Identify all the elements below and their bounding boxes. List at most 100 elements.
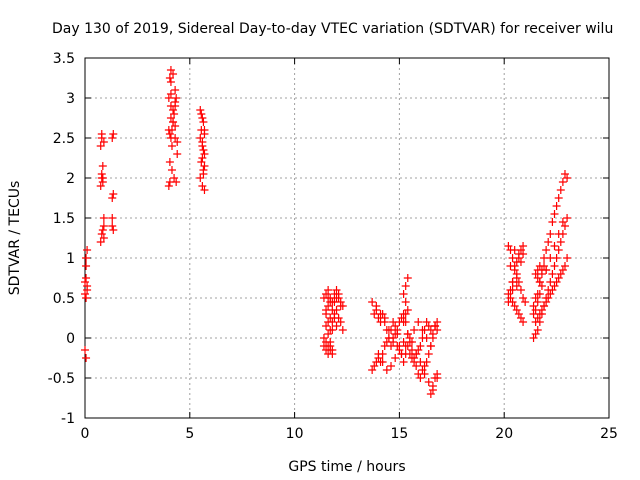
data-point bbox=[416, 374, 425, 382]
data-point bbox=[200, 130, 209, 138]
data-point bbox=[109, 190, 118, 198]
data-point bbox=[403, 330, 412, 338]
data-point bbox=[533, 274, 542, 282]
data-point bbox=[173, 150, 182, 158]
data-point bbox=[510, 266, 519, 274]
data-point bbox=[166, 114, 175, 122]
data-point bbox=[540, 302, 549, 310]
data-point bbox=[506, 262, 515, 270]
data-point bbox=[397, 314, 406, 322]
data-point bbox=[98, 174, 107, 182]
data-point bbox=[376, 310, 385, 318]
data-point bbox=[542, 266, 551, 274]
data-point bbox=[199, 118, 208, 126]
data-point bbox=[326, 342, 335, 350]
data-point bbox=[414, 318, 423, 326]
y-tick-label: 1.5 bbox=[53, 211, 75, 227]
data-point bbox=[401, 298, 410, 306]
plot-frame bbox=[84, 57, 610, 419]
data-point bbox=[166, 90, 175, 98]
data-point bbox=[328, 346, 337, 354]
data-point bbox=[370, 362, 379, 370]
data-point bbox=[516, 258, 525, 266]
data-point bbox=[418, 326, 427, 334]
data-point bbox=[546, 230, 555, 238]
data-point bbox=[552, 278, 561, 286]
data-point bbox=[332, 294, 341, 302]
data-point bbox=[165, 158, 174, 166]
data-point bbox=[164, 182, 173, 190]
data-point bbox=[81, 278, 89, 286]
data-point bbox=[378, 358, 387, 366]
data-point bbox=[407, 346, 416, 354]
data-point bbox=[83, 286, 92, 294]
data-point bbox=[544, 238, 553, 246]
data-point bbox=[542, 246, 551, 254]
axis-ticks: 0 5 10 15 20 25 -1 -0.5 0 0.5 1 1.5 2 2.5 3 3.5 bbox=[48, 51, 618, 442]
data-point bbox=[82, 274, 91, 282]
data-point bbox=[422, 318, 431, 326]
data-point bbox=[387, 362, 396, 370]
data-point bbox=[504, 290, 513, 298]
y-tick-label: 2 bbox=[66, 171, 75, 187]
data-point bbox=[108, 134, 117, 142]
data-point bbox=[418, 366, 427, 374]
x-axis-label: GPS time / hours bbox=[288, 459, 405, 475]
data-point bbox=[546, 254, 555, 262]
data-point bbox=[431, 374, 440, 382]
data-point bbox=[563, 174, 572, 182]
data-point bbox=[420, 362, 429, 370]
data-point bbox=[550, 262, 559, 270]
data-point bbox=[399, 358, 408, 366]
data-point bbox=[533, 314, 542, 322]
data-point bbox=[380, 318, 389, 326]
data-point bbox=[544, 294, 553, 302]
data-point bbox=[389, 334, 398, 342]
data-point bbox=[200, 150, 209, 158]
data-point bbox=[395, 346, 404, 354]
data-point bbox=[322, 306, 331, 314]
data-point bbox=[166, 102, 175, 110]
data-point bbox=[198, 114, 207, 122]
data-point bbox=[554, 246, 563, 254]
data-point bbox=[328, 318, 337, 326]
data-point bbox=[416, 342, 425, 350]
data-point bbox=[200, 186, 209, 194]
data-point bbox=[171, 122, 180, 130]
data-point bbox=[416, 358, 425, 366]
y-axis-label: SDTVAR / TECUs bbox=[7, 181, 23, 296]
data-point bbox=[393, 342, 402, 350]
data-point bbox=[504, 298, 513, 306]
y-tick-label: 3 bbox=[66, 91, 75, 107]
data-point bbox=[171, 98, 180, 106]
data-point bbox=[546, 290, 555, 298]
data-point bbox=[533, 298, 542, 306]
data-point bbox=[391, 330, 400, 338]
data-point bbox=[535, 290, 544, 298]
data-point bbox=[198, 154, 207, 162]
data-point bbox=[97, 170, 106, 178]
data-point bbox=[403, 274, 412, 282]
data-point bbox=[407, 338, 416, 346]
data-point bbox=[324, 294, 333, 302]
y-tick-label: 2.5 bbox=[53, 131, 75, 147]
data-point bbox=[550, 282, 559, 290]
x-tick-label: 0 bbox=[81, 426, 90, 442]
data-point bbox=[560, 170, 569, 178]
data-point bbox=[399, 338, 408, 346]
data-point bbox=[433, 370, 442, 378]
data-point bbox=[96, 182, 105, 190]
data-point bbox=[384, 326, 393, 334]
data-point bbox=[552, 202, 561, 210]
data-point bbox=[172, 94, 181, 102]
data-point bbox=[510, 302, 519, 310]
data-point bbox=[326, 314, 335, 322]
data-point bbox=[324, 330, 333, 338]
data-point bbox=[109, 226, 118, 234]
data-point bbox=[164, 126, 173, 134]
data-point bbox=[109, 130, 118, 138]
data-point bbox=[426, 390, 435, 398]
data-point bbox=[332, 322, 341, 330]
data-point bbox=[372, 302, 381, 310]
data-point bbox=[554, 194, 563, 202]
